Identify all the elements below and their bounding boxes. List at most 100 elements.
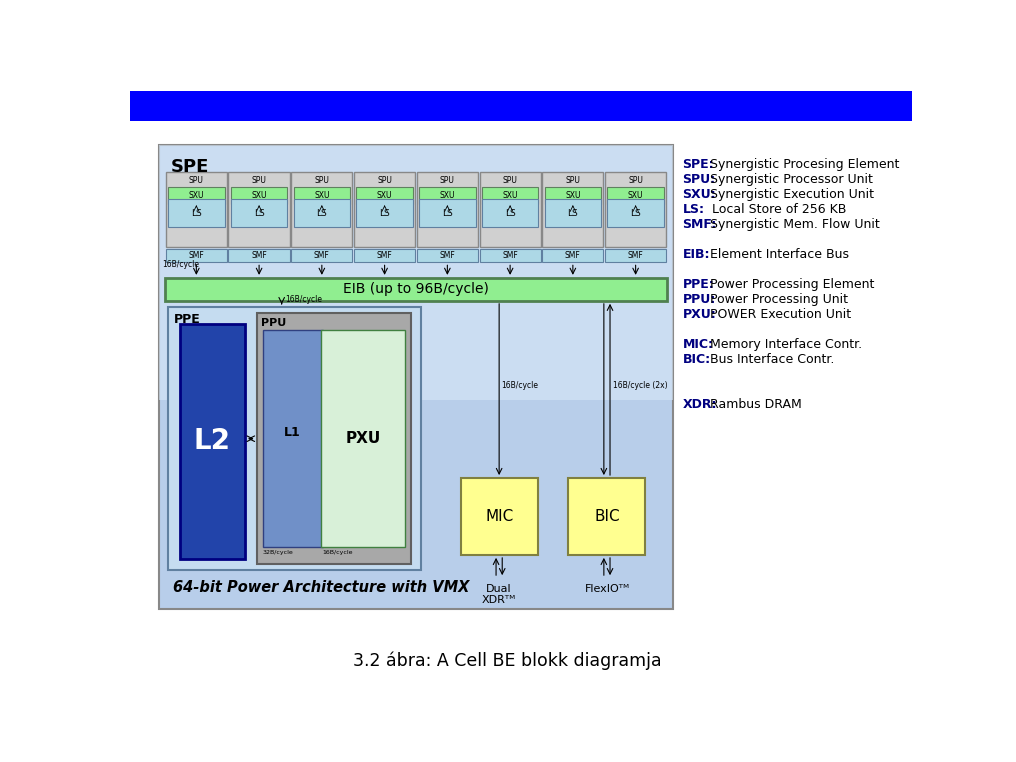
Bar [605, 248, 666, 262]
Bar [460, 478, 537, 555]
Text: 16B/cycle: 16B/cycle [502, 381, 538, 390]
Text: LS: LS [630, 209, 641, 217]
Text: SPU: SPU [440, 176, 455, 185]
Text: SPU: SPU [628, 176, 643, 185]
Bar [543, 248, 604, 262]
Text: SMF: SMF [188, 251, 204, 260]
Text: L1: L1 [284, 426, 301, 439]
Bar [294, 187, 351, 203]
Text: SXU: SXU [251, 190, 267, 200]
Text: SPU: SPU [252, 176, 266, 185]
Text: SMF: SMF [502, 251, 518, 260]
Text: PXU: PXU [345, 431, 381, 447]
Text: 32B/cycle: 32B/cycle [263, 550, 294, 555]
Bar [354, 248, 416, 262]
Bar [168, 200, 225, 226]
Text: 16B/cycle: 16B/cycle [284, 296, 322, 305]
Text: XDR:: XDR: [683, 398, 717, 411]
Text: XDRᵀᴹ: XDRᵀᴹ [482, 595, 516, 605]
Text: Synergistic Processor Unit: Synergistic Processor Unit [705, 173, 873, 186]
Bar [158, 145, 674, 400]
Bar [545, 187, 601, 203]
Text: 3.2 ábra: A Cell BE blokk diagramja: 3.2 ábra: A Cell BE blokk diagramja [353, 652, 661, 671]
Text: SXU: SXU [502, 190, 518, 200]
Text: MIC: MIC [485, 509, 513, 524]
Bar [568, 478, 645, 555]
Bar [231, 187, 288, 203]
Bar [482, 187, 538, 203]
Bar [229, 171, 290, 247]
Text: Local Store of 256 KB: Local Store of 256 KB [700, 203, 846, 216]
Text: Power Processing Element: Power Processing Element [705, 278, 874, 291]
Bar [168, 187, 225, 203]
Text: 64-bit Power Architecture with VMX: 64-bit Power Architecture with VMX [173, 580, 469, 594]
Text: SPE:: SPE: [683, 158, 714, 171]
Text: SPU:: SPU: [683, 173, 715, 186]
Bar [608, 200, 663, 226]
Text: Dual: Dual [487, 584, 512, 594]
Text: Synergistic Mem. Flow Unit: Synergistic Mem. Flow Unit [705, 218, 879, 231]
Text: EIB (up to 96B/cycle): EIB (up to 96B/cycle) [343, 283, 489, 296]
Text: Rambus DRAM: Rambus DRAM [705, 398, 802, 411]
Text: Memory Interface Contr.: Memory Interface Contr. [705, 338, 862, 351]
Text: SPU: SPU [314, 176, 329, 185]
Bar [257, 313, 411, 564]
Bar [229, 248, 290, 262]
Bar [482, 200, 538, 226]
Text: 16B/cycle (2x): 16B/cycle (2x) [613, 381, 668, 390]
Bar [419, 187, 475, 203]
Text: SXU: SXU [314, 190, 329, 200]
Text: PPU: PPU [261, 318, 287, 328]
Text: Power Processing Unit: Power Processing Unit [705, 293, 847, 306]
Text: LS: LS [316, 209, 327, 217]
Bar [292, 171, 353, 247]
Text: BIC:: BIC: [683, 353, 710, 366]
Text: EIB:: EIB: [683, 248, 710, 261]
Text: MIC:: MIC: [683, 338, 713, 351]
Text: SPU: SPU [566, 176, 580, 185]
Text: PPU:: PPU: [683, 293, 715, 306]
Bar [231, 200, 288, 226]
Text: SPE: SPE [171, 158, 208, 177]
Text: LS: LS [568, 209, 578, 217]
Text: LS: LS [379, 209, 390, 217]
Text: SMF: SMF [377, 251, 392, 260]
Text: SMF: SMF [440, 251, 455, 260]
Text: PPE: PPE [174, 313, 201, 326]
Text: 16B/cycle: 16B/cycle [322, 550, 354, 555]
Bar [417, 248, 478, 262]
Bar [165, 278, 666, 301]
Text: L2: L2 [194, 427, 231, 456]
Text: SXU: SXU [565, 190, 580, 200]
Bar [545, 200, 601, 226]
Bar [608, 187, 663, 203]
Text: SMF:: SMF: [683, 218, 716, 231]
Bar [354, 171, 416, 247]
Text: BIC: BIC [594, 509, 620, 524]
Text: Bus Interface Contr.: Bus Interface Contr. [705, 353, 834, 366]
Text: SXU: SXU [628, 190, 643, 200]
Text: SXU: SXU [189, 190, 204, 200]
Bar [419, 200, 475, 226]
Bar [180, 324, 245, 559]
Text: SMF: SMF [314, 251, 330, 260]
Text: LS:: LS: [683, 203, 704, 216]
Text: SXU: SXU [377, 190, 392, 200]
Bar [605, 171, 666, 247]
Bar [357, 187, 412, 203]
Bar [166, 171, 227, 247]
Text: SXU:: SXU: [683, 187, 716, 200]
Bar [480, 171, 541, 247]
Text: SPU: SPU [377, 176, 392, 185]
Text: PXU:: PXU: [683, 308, 716, 321]
Text: LS: LS [442, 209, 453, 217]
Text: LS: LS [191, 209, 202, 217]
Bar [158, 145, 674, 609]
Bar [543, 171, 604, 247]
Text: POWER Execution Unit: POWER Execution Unit [705, 308, 850, 321]
Bar [357, 200, 412, 226]
Bar [130, 91, 912, 120]
Text: Synergistic Procesing Element: Synergistic Procesing Element [705, 158, 899, 171]
Text: SMF: SMF [565, 251, 581, 260]
Text: SMF: SMF [251, 251, 267, 260]
